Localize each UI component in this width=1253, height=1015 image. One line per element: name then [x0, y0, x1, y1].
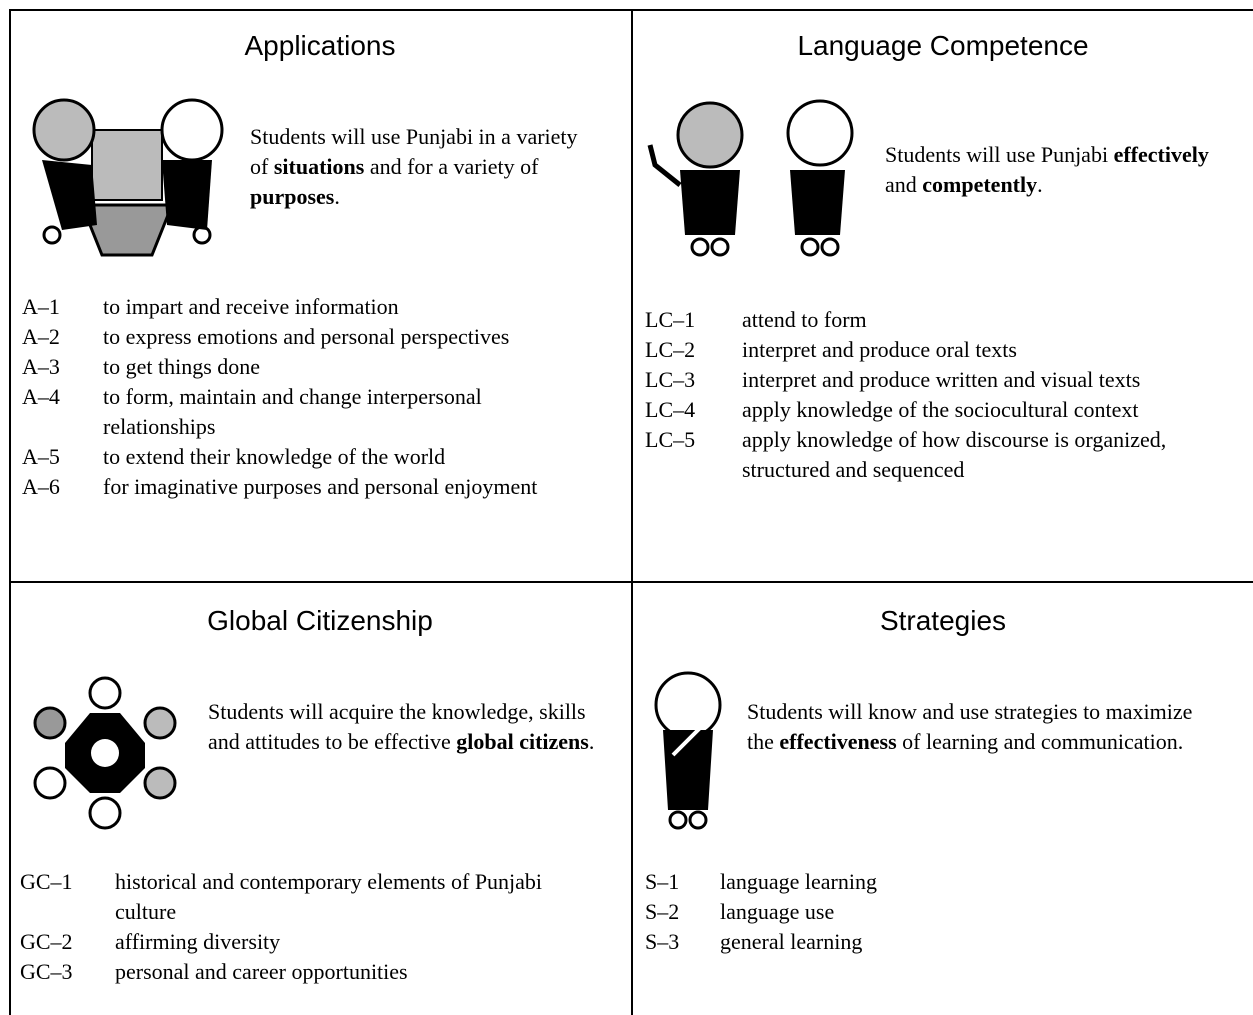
- emphasis: global citizens: [456, 729, 589, 754]
- outcome-code: A–1: [22, 294, 60, 319]
- outcome-code: S–2: [645, 899, 680, 924]
- outcome-code: LC–3: [645, 367, 696, 392]
- divider: [631, 9, 633, 1015]
- outcome-code: A–6: [22, 474, 60, 499]
- text-run: .: [334, 184, 340, 209]
- outcome-item: A–1 to impart and receive information: [22, 292, 602, 322]
- outcome-text: apply knowledge of how discourse is orga…: [742, 427, 1167, 482]
- outcome-code: GC–3: [20, 959, 73, 984]
- outcome-code: LC–1: [645, 307, 696, 332]
- emphasis: purposes: [250, 184, 335, 209]
- outcome-code: A–5: [22, 444, 60, 469]
- border: [9, 9, 11, 1015]
- section-title: Language Competence: [797, 30, 1089, 61]
- outcome-text: personal and career opportunities: [115, 959, 408, 984]
- emphasis: effectiveness: [779, 729, 897, 754]
- outcome-text: historical and contemporary elements of …: [115, 869, 543, 924]
- description: Students will use Punjabi in a variety o…: [250, 122, 580, 212]
- outcome-item: GC–3 personal and career opportunities: [20, 957, 620, 987]
- outcome-text: language use: [720, 899, 835, 924]
- section-title: Applications: [244, 30, 396, 61]
- text-run: Students will use Punjabi: [885, 142, 1114, 167]
- outcome-item: LC–5 apply knowledge of how discourse is …: [645, 425, 1245, 485]
- icon: [33, 676, 177, 830]
- outcome-code: LC–4: [645, 397, 696, 422]
- outcome-text: to get things done: [103, 354, 261, 379]
- text-run: Students will know and use strategies to…: [747, 699, 1193, 754]
- outcome-text: to form, maintain and change interperson…: [103, 384, 482, 439]
- outcome-item: A–4 to form, maintain and change interper…: [22, 382, 602, 442]
- outcome-item: GC–2 affirming diversity: [20, 927, 620, 957]
- outcome-item: A–3 to get things done: [22, 352, 602, 382]
- icon: [647, 99, 854, 257]
- emphasis: situations: [273, 154, 365, 179]
- outcome-code: A–2: [22, 324, 60, 349]
- description: Students will use Punjabi effectively an…: [885, 140, 1215, 200]
- outcome-item: LC–3 interpret and produce written and vi…: [645, 365, 1245, 395]
- item-list: S–1 language learning S–2 language use S–3 ge…: [645, 867, 1245, 957]
- outcome-code: LC–5: [645, 427, 696, 452]
- outcome-text: for imaginative purposes and personal en…: [103, 474, 538, 499]
- description: Students will acquire the knowledge, ski…: [208, 697, 608, 757]
- outcome-code: S–3: [645, 929, 680, 954]
- outcome-code: GC–2: [20, 929, 73, 954]
- outcome-item: A–6 for imaginative purposes and personal…: [22, 472, 602, 502]
- outcome-item: A–5 to extend their knowledge of the worl…: [22, 442, 602, 472]
- section-title: Global Citizenship: [207, 605, 433, 636]
- outcome-item: LC–2 interpret and produce oral texts: [645, 335, 1245, 365]
- text-run: and: [885, 172, 923, 197]
- outcome-text: attend to form: [742, 307, 867, 332]
- outcome-code: A–4: [22, 384, 60, 409]
- text-run: and for a variety of: [364, 154, 539, 179]
- item-list: LC–1 attend to form LC–2 interpret and prod…: [645, 305, 1245, 485]
- text-run: Students will use Punjabi in a variety o…: [250, 124, 578, 179]
- outcome-item: LC–4 apply knowledge of the sociocultural…: [645, 395, 1245, 425]
- outcome-text: to extend their knowledge of the world: [103, 444, 446, 469]
- outcome-item: S–3 general learning: [645, 927, 1245, 957]
- text-run: .: [1037, 172, 1043, 197]
- outcome-item: LC–1 attend to form: [645, 305, 1245, 335]
- description: Students will know and use strategies to…: [747, 697, 1217, 757]
- emphasis: effectively: [1113, 142, 1209, 167]
- item-list: GC–1 historical and contemporary elements…: [20, 867, 620, 987]
- icon: [32, 98, 224, 257]
- text-run: .: [588, 729, 595, 754]
- section-title: Strategies: [879, 605, 1007, 636]
- outcome-text: general learning: [720, 929, 863, 954]
- divider: [10, 581, 1253, 583]
- outcome-text: apply knowledge of the sociocultural con…: [742, 397, 1139, 422]
- outcome-item: GC–1 historical and contemporary elements…: [20, 867, 620, 927]
- text-run: of learning and communication.: [896, 729, 1184, 754]
- outcome-code: GC–1: [20, 869, 73, 894]
- outcome-text: interpret and produce oral texts: [742, 337, 1017, 362]
- outcome-text: language learning: [720, 869, 877, 894]
- outcome-text: interpret and produce written and visual…: [742, 367, 1141, 392]
- icon: [654, 671, 722, 830]
- outcome-item: A–2 to express emotions and personal pers…: [22, 322, 602, 352]
- outcome-text: to impart and receive information: [103, 294, 399, 319]
- outcome-text: affirming diversity: [115, 929, 281, 954]
- item-list: A–1 to impart and receive information A–2 t…: [22, 292, 602, 502]
- outcome-text: to express emotions and personal perspec…: [103, 324, 510, 349]
- emphasis: competently: [922, 172, 1038, 197]
- outcome-code: A–3: [22, 354, 60, 379]
- outcome-item: S–2 language use: [645, 897, 1245, 927]
- text-run: Students will acquire the knowledge, ski…: [208, 699, 586, 754]
- outcome-item: S–1 language learning: [645, 867, 1245, 897]
- outcome-code: LC–2: [645, 337, 696, 362]
- outcome-code: S–1: [645, 869, 680, 894]
